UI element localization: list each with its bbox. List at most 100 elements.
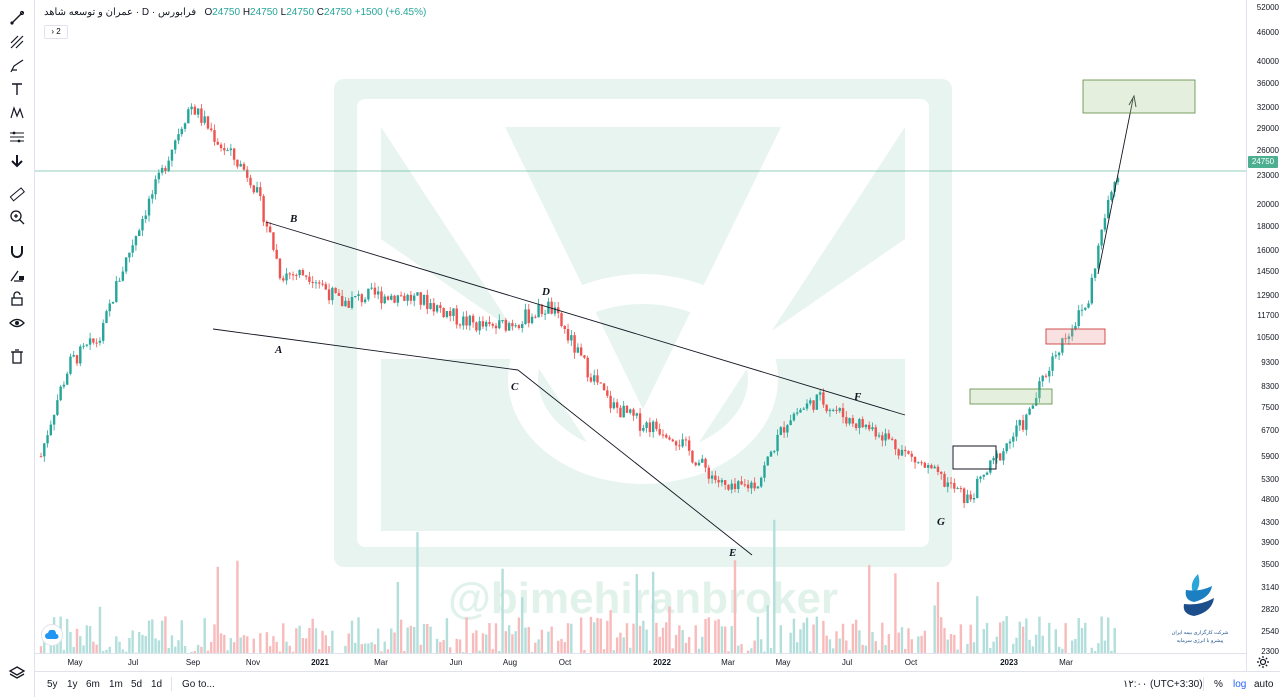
- candle: [832, 408, 835, 412]
- breakout-zone-box[interactable]: [969, 388, 1053, 405]
- candlestick-series: [39, 103, 1120, 508]
- brush-icon[interactable]: [6, 55, 28, 77]
- volume-bar: [825, 635, 828, 661]
- volume-bar: [1021, 626, 1025, 661]
- candle: [1038, 377, 1041, 403]
- candle: [239, 160, 242, 167]
- candle: [468, 314, 472, 331]
- price-scale[interactable]: 52000 46000 40000 36000 32000 29000 26000 23000…: [1246, 0, 1280, 671]
- volume-bar: [219, 633, 223, 661]
- pattern-icon[interactable]: [6, 102, 28, 124]
- cross-line-icon[interactable]: [6, 7, 28, 29]
- candle: [540, 303, 544, 318]
- arrow-down-icon[interactable]: [6, 150, 28, 172]
- time-tick: 2023: [1000, 658, 1018, 667]
- price-tick: 8300: [1261, 381, 1279, 391]
- range-5y-button[interactable]: 5y: [47, 679, 58, 690]
- time-tick: Nov: [245, 658, 261, 667]
- goto-button[interactable]: Go to...: [182, 679, 215, 690]
- candle: [262, 194, 265, 226]
- magnet-icon[interactable]: [6, 240, 28, 262]
- candle: [576, 343, 580, 354]
- percent-toggle[interactable]: %: [1214, 679, 1223, 690]
- gear-icon[interactable]: [1256, 655, 1270, 669]
- price-tick: 46000: [1256, 28, 1279, 38]
- candle: [1116, 175, 1120, 185]
- lock-icon[interactable]: [6, 288, 28, 310]
- symbol-exchange: فرابورس: [158, 7, 197, 18]
- volume-bar: [835, 631, 838, 661]
- range-1y-button[interactable]: 1y: [67, 679, 78, 690]
- candle: [926, 462, 930, 474]
- candle: [704, 457, 707, 473]
- volume-bar: [1080, 628, 1084, 661]
- trash-icon[interactable]: [6, 345, 28, 367]
- volume-bar: [547, 631, 550, 661]
- volume-bar: [1041, 635, 1044, 661]
- candle: [740, 476, 743, 486]
- consolidation-box[interactable]: [952, 445, 997, 470]
- candle: [658, 423, 661, 436]
- auto-toggle[interactable]: auto: [1254, 679, 1274, 690]
- ruler-icon[interactable]: [6, 183, 28, 205]
- time-scale[interactable]: May Jul Sep Nov 2021 Mar Jun Aug Oct 2022 Mar May Ju…: [35, 653, 1246, 672]
- volume-bar: [723, 626, 727, 661]
- timezone-button[interactable]: ۱۲:۰۰ (UTC+3:30): [1123, 679, 1203, 690]
- candle: [95, 338, 98, 348]
- volume-bar: [959, 624, 963, 661]
- range-1d-button[interactable]: 1d: [151, 679, 163, 690]
- candle: [318, 280, 321, 289]
- candle: [933, 464, 936, 469]
- volume-bar: [75, 628, 79, 661]
- candle: [717, 475, 720, 488]
- range-6m-button[interactable]: 6m: [86, 679, 100, 690]
- label-a: A: [274, 344, 282, 356]
- candle: [475, 321, 478, 333]
- candle: [907, 450, 910, 455]
- range-5d-button[interactable]: 5d: [131, 679, 143, 690]
- candle: [160, 164, 164, 176]
- candle: [737, 480, 740, 494]
- measure-adjust-icon[interactable]: [6, 126, 28, 148]
- candle: [851, 414, 855, 428]
- candle: [756, 486, 760, 489]
- candle: [304, 275, 308, 280]
- symbol-interval[interactable]: D: [141, 7, 150, 18]
- candle: [219, 142, 223, 152]
- volume-bar: [157, 640, 161, 661]
- price-tick: 2540: [1261, 626, 1279, 636]
- candle: [805, 399, 809, 411]
- candle: [969, 490, 972, 502]
- indicators-collapse-button[interactable]: › 2: [44, 25, 68, 39]
- layers-icon[interactable]: [6, 662, 28, 684]
- candle: [665, 433, 668, 439]
- lock-drawing-icon[interactable]: [6, 264, 28, 286]
- zoom-icon[interactable]: [6, 206, 28, 228]
- pitchfork-icon[interactable]: [6, 31, 28, 53]
- volume-bar: [593, 622, 596, 661]
- trendline-drawings[interactable]: [212, 94, 1137, 556]
- price-chart[interactable]: @bimehiranbroker A B C D E F G: [35, 0, 1246, 671]
- candle: [39, 452, 43, 458]
- volume-bar: [1097, 643, 1100, 661]
- candle: [327, 283, 331, 305]
- volume-bar: [180, 620, 183, 661]
- candle: [589, 373, 593, 383]
- target-zone-box[interactable]: [1082, 79, 1196, 114]
- volume-bar: [622, 637, 625, 661]
- candle: [527, 303, 530, 328]
- cloud-icon[interactable]: [41, 624, 63, 646]
- eye-icon[interactable]: [6, 312, 28, 334]
- text-icon[interactable]: [6, 78, 28, 100]
- volume-bar: [841, 623, 845, 661]
- log-toggle[interactable]: log: [1233, 679, 1247, 690]
- range-1m-button[interactable]: 1m: [109, 679, 123, 690]
- volume-bar: [95, 644, 98, 661]
- candle: [550, 297, 553, 315]
- support-zone-box[interactable]: [1045, 328, 1106, 345]
- candle: [674, 440, 678, 451]
- volume-bar: [589, 616, 593, 661]
- volume-bar: [969, 624, 972, 661]
- candle: [92, 338, 95, 345]
- volume-bar: [383, 641, 386, 661]
